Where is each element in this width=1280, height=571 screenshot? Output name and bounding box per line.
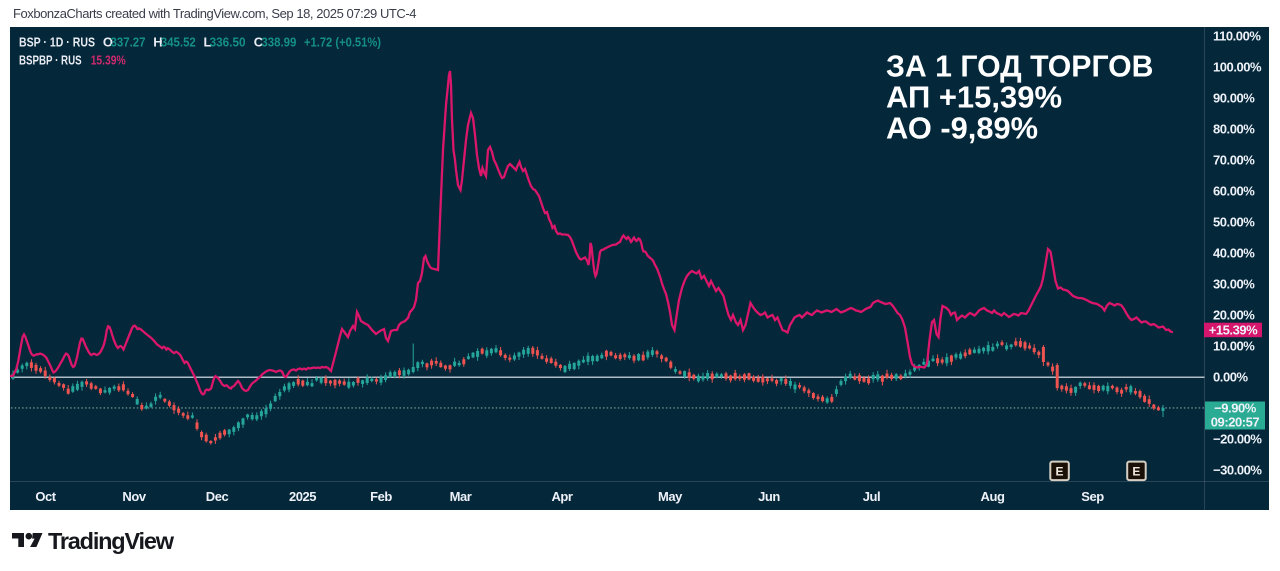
svg-text:100.00%: 100.00%	[1213, 60, 1262, 75]
svg-text:2025: 2025	[289, 489, 316, 504]
svg-text:Nov: Nov	[122, 489, 146, 504]
svg-text:Aug: Aug	[981, 489, 1005, 504]
svg-text:+1.72 (+0.51%): +1.72 (+0.51%)	[304, 35, 381, 50]
svg-text:Jul: Jul	[863, 489, 880, 504]
svg-text:20.00%: 20.00%	[1213, 308, 1255, 323]
svg-text:C: C	[254, 35, 264, 50]
svg-text:90.00%: 90.00%	[1213, 91, 1255, 106]
svg-text:ЗА 1 ГОД ТОРГОВ: ЗА 1 ГОД ТОРГОВ	[886, 49, 1154, 84]
svg-text:Feb: Feb	[370, 489, 392, 504]
svg-text:+15.39%: +15.39%	[1209, 322, 1258, 337]
svg-text:337.27: 337.27	[111, 35, 146, 50]
svg-text:H: H	[153, 35, 162, 50]
svg-text:E: E	[1132, 464, 1140, 478]
svg-text:−9.90%: −9.90%	[1214, 401, 1257, 416]
svg-text:−30.00%: −30.00%	[1213, 463, 1262, 478]
svg-text:60.00%: 60.00%	[1213, 184, 1255, 199]
svg-text:80.00%: 80.00%	[1213, 122, 1255, 137]
svg-text:09:20:57: 09:20:57	[1211, 415, 1260, 430]
svg-text:May: May	[658, 489, 683, 504]
svg-text:338.99: 338.99	[261, 35, 296, 50]
svg-text:345.52: 345.52	[161, 35, 196, 50]
svg-text:10.00%: 10.00%	[1213, 339, 1255, 354]
svg-text:−20.00%: −20.00%	[1213, 432, 1262, 447]
svg-text:0.00%: 0.00%	[1213, 370, 1249, 385]
svg-text:L: L	[204, 35, 212, 50]
svg-text:BSP · 1D · RUS: BSP · 1D · RUS	[19, 35, 95, 50]
svg-text:70.00%: 70.00%	[1213, 153, 1255, 168]
svg-text:АО -9,89%: АО -9,89%	[886, 111, 1038, 146]
svg-text:Jun: Jun	[758, 489, 780, 504]
svg-text:Apr: Apr	[551, 489, 572, 504]
svg-text:15.39%: 15.39%	[91, 53, 126, 68]
svg-text:336.50: 336.50	[210, 35, 246, 50]
svg-text:Oct: Oct	[35, 489, 56, 504]
svg-text:АП +15,39%: АП +15,39%	[886, 80, 1062, 115]
svg-text:30.00%: 30.00%	[1213, 277, 1255, 292]
svg-text:BSPBP · RUS: BSPBP · RUS	[19, 53, 82, 68]
svg-text:Mar: Mar	[450, 489, 472, 504]
svg-text:50.00%: 50.00%	[1213, 215, 1255, 230]
svg-text:110.00%: 110.00%	[1213, 29, 1261, 44]
svg-text:E: E	[1055, 464, 1063, 478]
svg-text:40.00%: 40.00%	[1213, 246, 1255, 261]
svg-text:O: O	[103, 35, 113, 50]
svg-text:Dec: Dec	[206, 489, 229, 504]
svg-text:Sep: Sep	[1081, 489, 1104, 504]
